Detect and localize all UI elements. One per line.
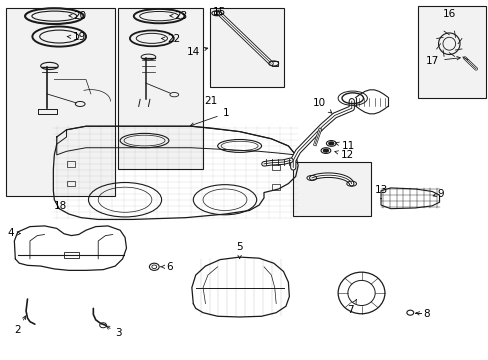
Bar xyxy=(118,8,203,169)
Text: 7: 7 xyxy=(347,300,356,315)
Bar xyxy=(272,165,280,170)
Bar xyxy=(417,6,485,98)
Bar xyxy=(210,8,283,87)
Bar xyxy=(5,8,115,196)
Bar xyxy=(272,184,280,190)
Bar xyxy=(214,11,220,15)
Text: 9: 9 xyxy=(432,189,443,199)
Bar xyxy=(272,61,278,66)
Text: 21: 21 xyxy=(204,96,217,106)
Text: 19: 19 xyxy=(67,32,86,42)
Bar xyxy=(67,161,75,167)
Text: 11: 11 xyxy=(335,141,355,151)
Text: 23: 23 xyxy=(169,11,187,21)
Text: 12: 12 xyxy=(334,150,354,160)
Text: 20: 20 xyxy=(69,11,86,21)
Text: 22: 22 xyxy=(161,35,181,44)
Text: 8: 8 xyxy=(415,310,429,319)
Bar xyxy=(293,162,370,216)
Ellipse shape xyxy=(328,142,333,145)
Text: 14: 14 xyxy=(186,46,207,57)
Text: 16: 16 xyxy=(442,9,455,19)
Text: 17: 17 xyxy=(425,56,459,66)
Text: 10: 10 xyxy=(312,98,331,113)
Text: 3: 3 xyxy=(106,326,122,338)
Text: 1: 1 xyxy=(190,108,229,126)
Text: 5: 5 xyxy=(236,242,243,259)
Text: 13: 13 xyxy=(374,185,387,195)
Ellipse shape xyxy=(323,149,328,152)
Text: 2: 2 xyxy=(15,316,26,335)
Text: 15: 15 xyxy=(212,7,225,17)
Bar xyxy=(67,181,75,186)
Bar xyxy=(64,252,79,258)
Text: 6: 6 xyxy=(161,262,173,272)
Text: 18: 18 xyxy=(54,201,67,211)
Text: 4: 4 xyxy=(8,228,20,238)
